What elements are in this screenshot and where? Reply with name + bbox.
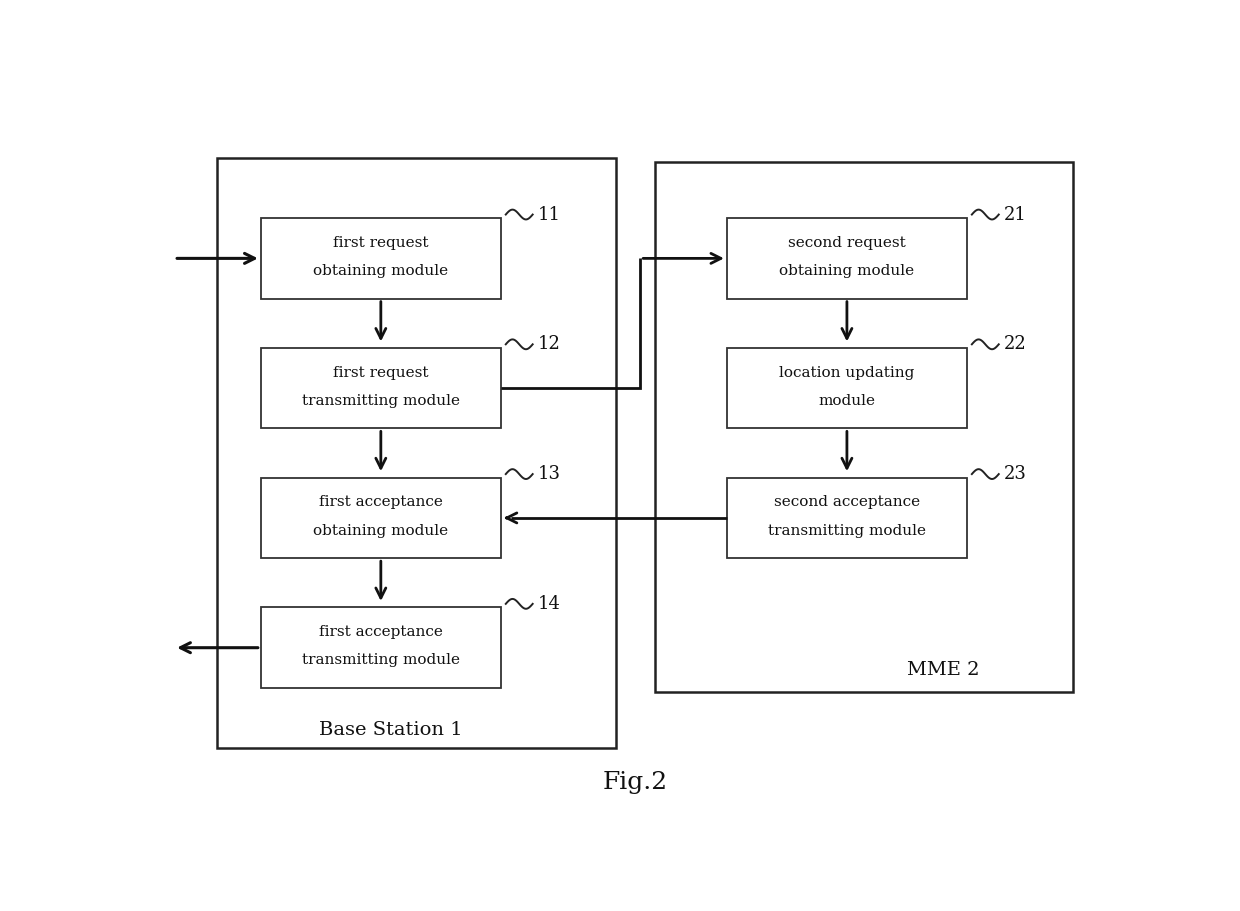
FancyBboxPatch shape [260, 218, 501, 299]
Text: transmitting module: transmitting module [301, 394, 460, 408]
Text: 23: 23 [1003, 466, 1027, 483]
FancyBboxPatch shape [260, 608, 501, 688]
Text: 14: 14 [537, 595, 560, 613]
FancyBboxPatch shape [727, 348, 967, 428]
Text: 13: 13 [537, 466, 560, 483]
Text: obtaining module: obtaining module [314, 264, 449, 278]
Text: obtaining module: obtaining module [314, 524, 449, 537]
Text: location updating: location updating [779, 365, 915, 380]
Text: 11: 11 [537, 206, 560, 223]
Text: first request: first request [334, 236, 429, 250]
Text: obtaining module: obtaining module [780, 264, 914, 278]
Text: first acceptance: first acceptance [319, 496, 443, 509]
Text: second acceptance: second acceptance [774, 496, 920, 509]
Text: first request: first request [334, 365, 429, 380]
FancyBboxPatch shape [217, 159, 616, 748]
Text: Base Station 1: Base Station 1 [319, 722, 463, 739]
Text: module: module [818, 394, 875, 408]
Text: Fig.2: Fig.2 [603, 772, 668, 794]
Text: second request: second request [789, 236, 905, 250]
Text: transmitting module: transmitting module [768, 524, 926, 537]
FancyBboxPatch shape [260, 477, 501, 558]
FancyBboxPatch shape [655, 162, 1073, 691]
FancyBboxPatch shape [260, 348, 501, 428]
Text: transmitting module: transmitting module [301, 653, 460, 668]
Text: 12: 12 [537, 335, 560, 353]
FancyBboxPatch shape [727, 477, 967, 558]
Text: 22: 22 [1003, 335, 1027, 353]
Text: 21: 21 [1003, 206, 1027, 223]
Text: MME 2: MME 2 [906, 661, 980, 680]
FancyBboxPatch shape [727, 218, 967, 299]
Text: first acceptance: first acceptance [319, 625, 443, 640]
